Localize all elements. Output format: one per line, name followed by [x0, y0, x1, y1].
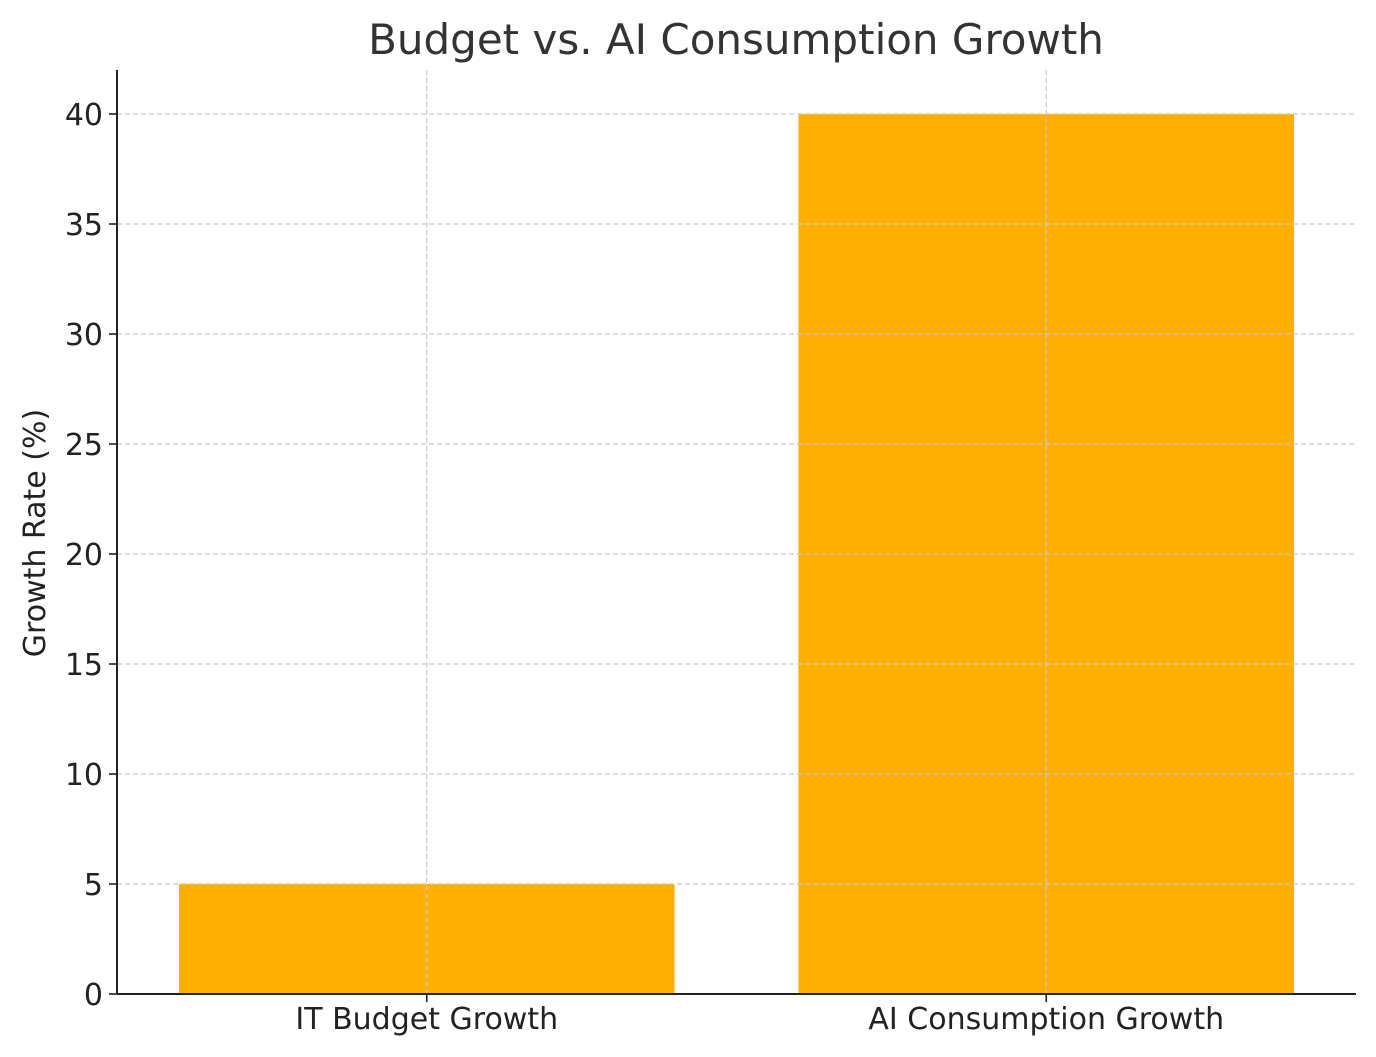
- y-tick-label: 15: [65, 648, 103, 683]
- grid: [117, 70, 1356, 994]
- y-tick-label: 0: [84, 978, 103, 1013]
- chart-title: Budget vs. AI Consumption Growth: [368, 15, 1104, 64]
- x-tick-label: IT Budget Growth: [295, 1002, 558, 1037]
- y-tick-label: 5: [84, 868, 103, 903]
- axes: 0 5 10 15 20 25 30 35 40 IT Budget Growth AI Consu…: [65, 70, 1356, 1037]
- y-tick-label: 40: [65, 98, 103, 133]
- y-axis-label: Growth Rate (%): [18, 409, 53, 657]
- y-tick-label: 10: [65, 758, 103, 793]
- y-tick-label: 20: [65, 538, 103, 573]
- y-tick-label: 25: [65, 428, 103, 463]
- y-tick-label: 35: [65, 208, 103, 243]
- y-tick-label: 30: [65, 318, 103, 353]
- x-tick-label: AI Consumption Growth: [868, 1002, 1224, 1037]
